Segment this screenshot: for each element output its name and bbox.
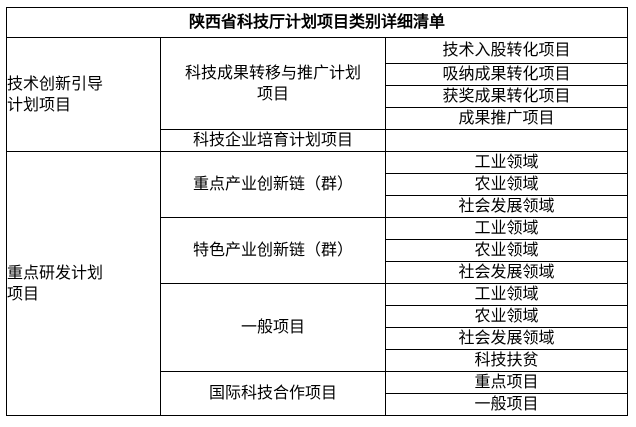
subcategory-cell: 特色产业创新链（群） [160,217,386,284]
item-cell-empty [385,129,628,152]
table-row: 国际科技合作项目 重点项目 [7,371,628,416]
table-row: 农业领域 [7,305,628,328]
table-row: 社会发展领域 [7,327,628,350]
item-cell: 工业领域 [385,283,628,306]
subcategory-cell: 科技成果转移与推广计划 项目 [160,37,386,130]
item-cell: 科技扶贫 [385,349,628,372]
item-cell: 社会发展领域 [385,195,628,218]
table-row: 科技企业培育计划项目 [7,129,628,152]
category-cell: 重点研发计划 项目 [6,151,161,416]
item-cell: 一般项目 [385,393,628,416]
table-row: 重点研发计划 项目 重点产业创新链（群） 工业领域 [6,151,628,416]
table-row: 农业领域 [7,239,628,262]
table-row: 农业领域 [7,173,628,196]
document-page: 陕西省科技厅计划项目类别详细清单 技术创新引导 计划项目 科技成果转移与推广计划… [6,7,628,416]
table-title-row: 陕西省科技厅计划项目类别详细清单 [6,7,628,38]
item-cell: 重点项目 [385,371,628,394]
subcategory-cell: 重点产业创新链（群） [160,151,386,218]
item-cell: 获奖成果转化项目 [385,85,628,108]
item-cell: 社会发展领域 [385,327,628,350]
subcategory-cell: 一般项目 [160,283,386,372]
category-cell: 技术创新引导 计划项目 [6,37,161,152]
subcategory-cell: 科技企业培育计划项目 [160,129,386,152]
item-cell: 社会发展领域 [385,261,628,284]
table-row: 技术创新引导 计划项目 科技成果转移与推广计划 项目 技术入股转化项目 [6,37,628,152]
item-cell: 农业领域 [385,239,628,262]
item-cell: 工业领域 [385,217,628,240]
item-cell: 工业领域 [385,151,628,174]
item-cell: 成果推广项目 [385,107,628,130]
subcategory-cell: 国际科技合作项目 [160,371,386,416]
table-row: 一般项目 工业领域 [7,283,628,372]
table-row: 一般项目 [7,393,628,416]
item-cell: 吸纳成果转化项目 [385,63,628,86]
table-title: 陕西省科技厅计划项目类别详细清单 [6,7,628,38]
item-cell: 农业领域 [385,305,628,328]
table-row: 社会发展领域 [7,261,628,284]
item-cell: 农业领域 [385,173,628,196]
project-category-table: 陕西省科技厅计划项目类别详细清单 技术创新引导 计划项目 科技成果转移与推广计划… [6,7,628,416]
item-cell: 技术入股转化项目 [385,37,628,64]
